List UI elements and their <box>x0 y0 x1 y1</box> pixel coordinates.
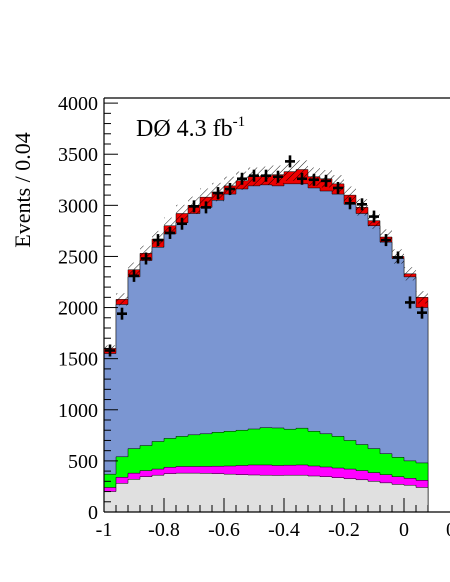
data-point <box>273 170 283 183</box>
data-point <box>393 251 403 264</box>
data-point <box>237 172 247 185</box>
y-tick-label: 3500 <box>58 144 98 166</box>
data-point <box>117 307 127 320</box>
y-tick-label: 500 <box>68 451 98 473</box>
data-point <box>249 169 259 182</box>
data-point <box>405 296 415 309</box>
uncertainty-bin <box>116 293 128 306</box>
data-point <box>105 344 115 357</box>
uncertainty-bin <box>176 204 188 223</box>
x-tick-label: -1 <box>96 519 113 541</box>
stack-component-1 <box>104 472 429 512</box>
data-point <box>177 217 187 230</box>
uncertainty-bin <box>200 188 212 206</box>
data-points <box>105 155 427 357</box>
data-point <box>225 182 235 195</box>
y-tick-label: 3000 <box>58 195 98 217</box>
uncertainty-bin <box>164 217 176 234</box>
axes: 0 500 1000 1500 2000 2500 3000 3500 4000 -1 -0.8 -0… <box>58 93 450 541</box>
data-point <box>297 172 307 185</box>
data-point <box>165 226 175 239</box>
data-point <box>213 187 223 200</box>
stacked-histogram <box>104 169 429 512</box>
y-tick-label: 1000 <box>58 400 98 422</box>
data-point <box>153 234 163 247</box>
data-point <box>417 306 427 319</box>
x-tick-label: -0.2 <box>328 519 360 541</box>
uncertainty-bin <box>344 186 356 204</box>
x-tick-label-partial: 0 <box>446 519 450 541</box>
y-tick-label: 0 <box>88 502 98 524</box>
y-tick-label: 4000 <box>58 93 98 115</box>
data-point <box>381 234 391 247</box>
data-point <box>345 197 355 210</box>
uncertainty-bin <box>284 162 296 181</box>
x-tick-label: 0 <box>399 519 409 541</box>
data-point <box>261 169 271 182</box>
data-point <box>201 201 211 214</box>
data-point <box>141 252 151 265</box>
x-tick-label: -0.8 <box>148 519 180 541</box>
data-point <box>369 210 379 223</box>
data-point <box>189 200 199 213</box>
data-point <box>321 174 331 187</box>
annotation-superscript: -1 <box>233 114 246 130</box>
uncertainty-bin <box>128 262 140 277</box>
data-point <box>285 155 295 168</box>
annotation-main: DØ 4.3 fb <box>136 116 233 142</box>
x-tick-label: -0.4 <box>268 519 300 541</box>
data-point <box>357 198 367 211</box>
data-point <box>333 181 343 194</box>
y-tick-label: 2000 <box>58 298 98 320</box>
uncertainty-bin <box>296 160 308 179</box>
luminosity-annotation: DØ 4.3 fb-1 <box>136 114 245 142</box>
data-point <box>129 269 139 282</box>
y-tick-label: 2500 <box>58 246 98 268</box>
uncertainty-bin <box>404 267 416 281</box>
data-point <box>309 173 319 186</box>
y-tick-label: 1500 <box>58 349 98 371</box>
x-tick-label: -0.6 <box>208 519 240 541</box>
uncertainty-bin <box>416 291 428 304</box>
y-axis-title: Events / 0.04 <box>10 132 35 248</box>
